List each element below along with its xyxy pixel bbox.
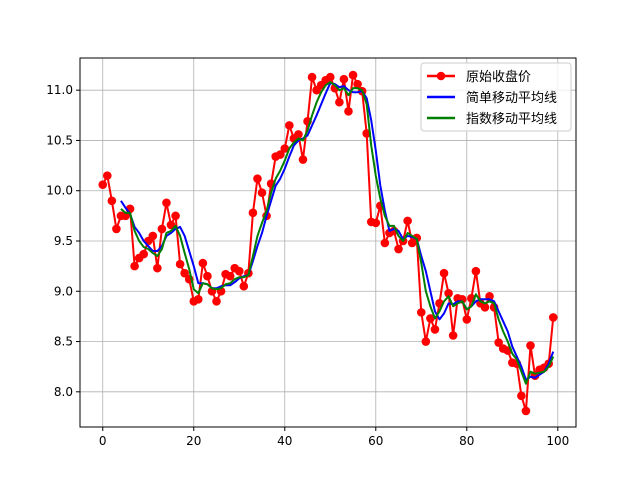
series-line-3 xyxy=(120,81,555,385)
y-tick-label: 9.0 xyxy=(54,284,73,298)
data-point xyxy=(462,315,472,324)
data-point xyxy=(239,281,249,291)
y-tick-label: 8.5 xyxy=(54,335,73,349)
data-point xyxy=(275,150,285,159)
data-point xyxy=(416,308,426,317)
data-point xyxy=(344,106,353,116)
data-point xyxy=(339,74,349,84)
legend-box xyxy=(420,62,572,132)
y-tick-label: 9.5 xyxy=(54,234,73,248)
x-tick-label: 20 xyxy=(186,434,201,448)
data-point xyxy=(294,130,303,139)
data-point xyxy=(335,97,344,107)
y-tick-label: 8.0 xyxy=(54,385,73,399)
x-tick-label: 80 xyxy=(459,434,474,448)
axis-ticks: 0 20 40 60 80 100 8.0 8.5 9.0 9.5 10.0 10.5 11.0 xyxy=(46,83,569,448)
x-tick-label: 60 xyxy=(368,434,383,448)
legend-label: 原始收盘价 xyxy=(466,69,531,85)
data-point xyxy=(148,231,158,241)
data-point xyxy=(234,266,244,276)
data-point xyxy=(285,121,294,130)
data-point xyxy=(198,258,208,268)
data-point xyxy=(166,220,176,230)
data-point xyxy=(348,70,358,80)
y-tick-label: 10.0 xyxy=(46,184,73,198)
x-tick-label: 100 xyxy=(546,434,569,448)
data-point xyxy=(430,325,440,334)
data-point xyxy=(517,391,526,401)
legend-label: 简单移动平均线 xyxy=(466,90,557,106)
legend-marker xyxy=(436,71,446,81)
data-point xyxy=(103,171,112,180)
legend-label: 指数移动平均线 xyxy=(466,112,557,127)
data-point xyxy=(426,314,435,323)
data-point xyxy=(444,288,453,298)
data-point xyxy=(153,263,162,273)
data-point xyxy=(421,337,431,346)
data-point xyxy=(298,155,308,164)
y-tick-label: 10.5 xyxy=(46,133,73,147)
data-point xyxy=(194,295,203,304)
data-point xyxy=(448,331,458,340)
data-point xyxy=(521,406,531,416)
data-point xyxy=(171,211,180,221)
data-point xyxy=(371,218,381,228)
data-point xyxy=(403,216,412,226)
data-point xyxy=(225,271,235,281)
y-tick-label: 11.0 xyxy=(46,83,73,97)
series-layer xyxy=(98,70,558,416)
data-point xyxy=(203,271,212,281)
data-point xyxy=(325,72,335,82)
plot-frame xyxy=(79,57,577,428)
data-point xyxy=(175,259,185,269)
x-tick-label: 40 xyxy=(277,434,292,448)
data-point xyxy=(253,174,262,183)
data-point xyxy=(439,268,449,278)
data-point xyxy=(480,303,490,312)
data-point xyxy=(157,224,167,234)
data-point xyxy=(257,188,267,198)
data-point xyxy=(307,72,317,82)
data-point xyxy=(526,341,535,350)
data-point xyxy=(107,196,117,206)
data-point xyxy=(548,313,558,322)
data-point xyxy=(98,180,108,189)
data-point xyxy=(139,249,149,259)
data-point xyxy=(162,198,171,208)
x-tick-label: 0 xyxy=(99,434,107,448)
data-point xyxy=(248,208,258,218)
data-point xyxy=(394,244,403,254)
data-point xyxy=(280,144,290,153)
data-point xyxy=(130,261,139,271)
data-point xyxy=(471,266,481,276)
data-point xyxy=(180,268,189,278)
data-point xyxy=(353,79,362,89)
data-point xyxy=(112,224,121,234)
data-point xyxy=(212,297,221,306)
series-line-2 xyxy=(120,82,555,381)
data-point xyxy=(380,238,390,248)
data-point xyxy=(494,338,503,347)
